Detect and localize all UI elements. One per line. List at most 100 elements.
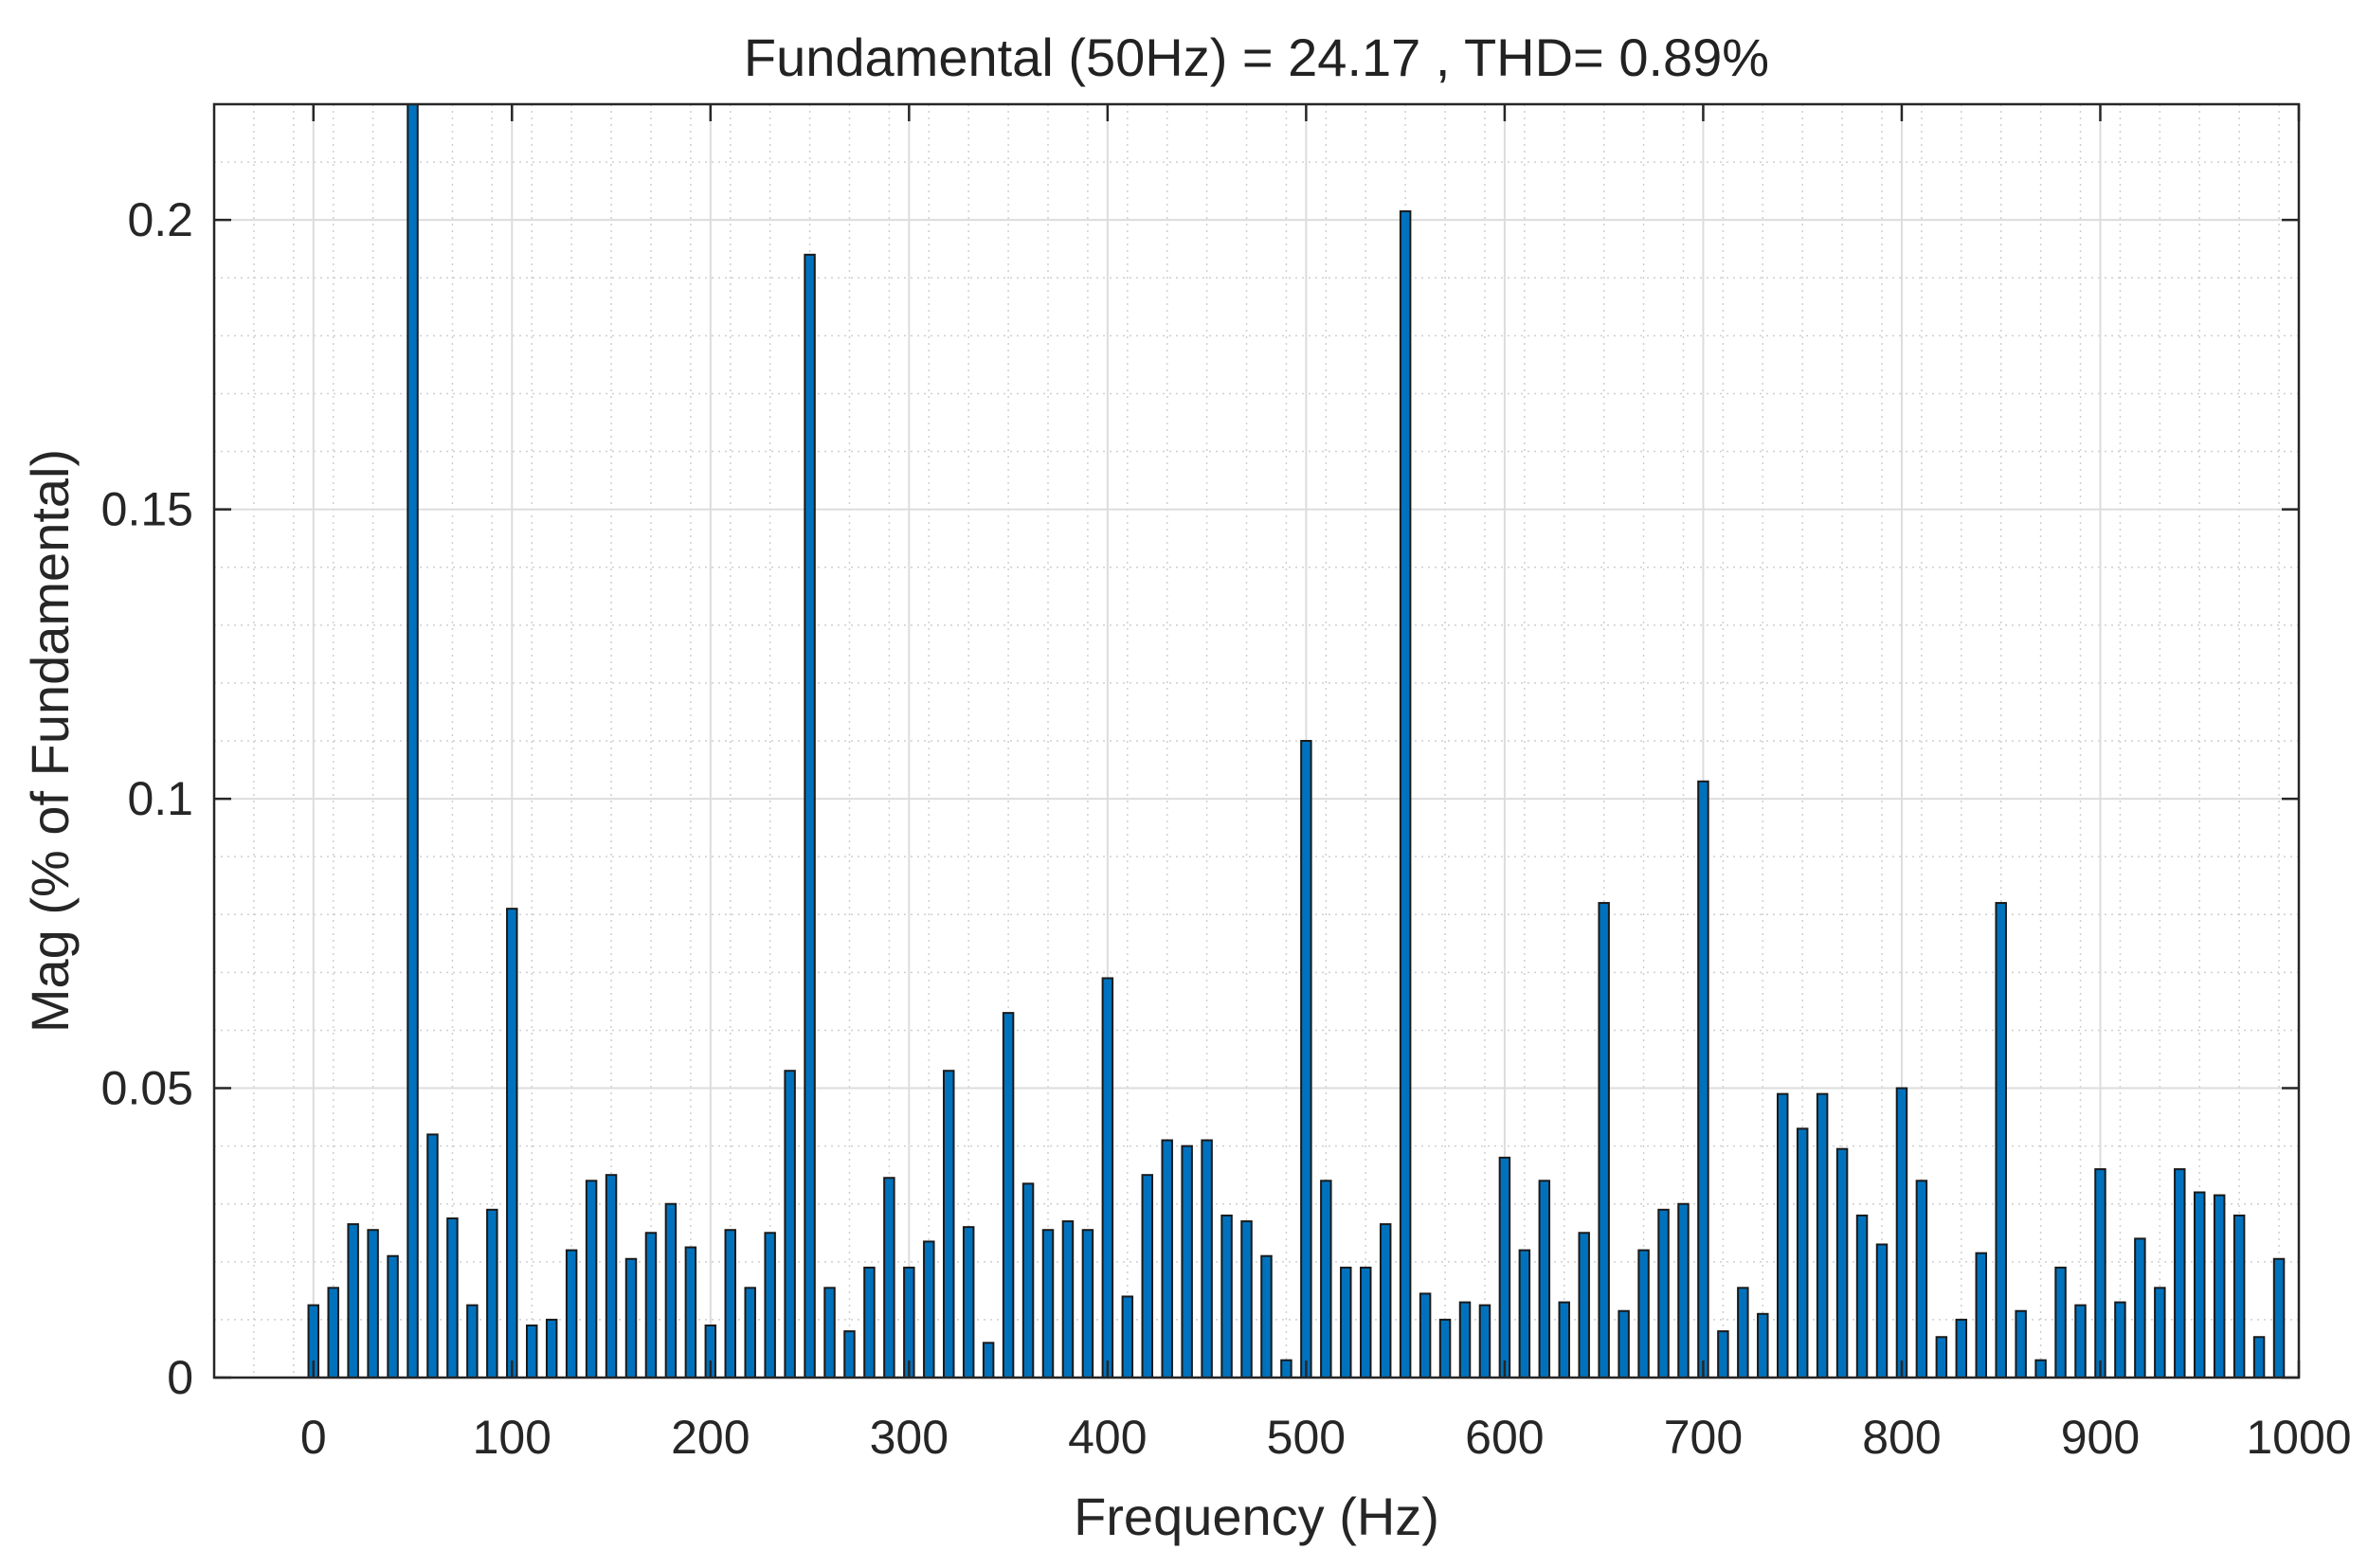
bar: [2134, 1237, 2146, 1379]
bar: [2034, 1359, 2047, 1379]
x-tick-label: 200: [671, 1411, 750, 1464]
bar: [1558, 1301, 1570, 1379]
bar: [545, 1318, 558, 1379]
y-tick-label: 0.1: [127, 772, 193, 825]
bar: [1835, 1147, 1849, 1379]
bar: [2154, 1287, 2166, 1379]
bar: [784, 1070, 796, 1379]
x-tick-label: 700: [1664, 1411, 1743, 1464]
bar: [664, 1202, 678, 1379]
bar: [1458, 1301, 1472, 1379]
bars: [307, 103, 2286, 1379]
bar: [2054, 1266, 2067, 1379]
x-tick-label: 100: [473, 1411, 551, 1464]
bar: [1399, 210, 1412, 1379]
bar: [2015, 1309, 2027, 1379]
bar: [1875, 1243, 1889, 1379]
bar: [1737, 1287, 1749, 1379]
bar: [804, 253, 816, 1379]
bar: [1081, 1229, 1094, 1379]
y-tick-label: 0.2: [127, 193, 193, 246]
bar: [1777, 1092, 1789, 1379]
bar: [1796, 1127, 1809, 1379]
bar: [565, 1249, 578, 1379]
bar: [2114, 1301, 2126, 1379]
x-tick-label: 1000: [2246, 1411, 2351, 1464]
chart-title: Fundamental (50Hz) = 24.17 , THD= 0.89%: [744, 27, 1769, 87]
bar: [347, 1223, 359, 1379]
bar: [1021, 1182, 1035, 1379]
bar: [446, 1217, 459, 1379]
bar: [1618, 1309, 1630, 1379]
bar: [923, 1240, 935, 1379]
bar: [506, 908, 518, 1379]
bar: [624, 1257, 638, 1379]
x-tick-label: 900: [2061, 1411, 2140, 1464]
bar: [1578, 1232, 1590, 1379]
bar: [1677, 1202, 1690, 1379]
bar: [1637, 1249, 1650, 1379]
bar: [943, 1070, 955, 1379]
y-axis-label: Mag (% of Fundamental): [20, 449, 80, 1033]
bar: [1161, 1139, 1173, 1379]
bar: [1697, 780, 1709, 1379]
bar: [982, 1342, 995, 1379]
bar: [605, 1174, 618, 1379]
bar: [327, 1287, 339, 1379]
axis-ticks: [214, 104, 2301, 1379]
bar: [1121, 1295, 1134, 1379]
bar: [1975, 1252, 1988, 1379]
bar: [1379, 1223, 1392, 1379]
bar: [2272, 1257, 2286, 1379]
bar: [1061, 1220, 1075, 1379]
x-tick-label: 600: [1465, 1411, 1544, 1464]
bar: [2174, 1168, 2186, 1379]
y-tick-labels: 0 0.05 0.1 0.15 0.2: [101, 193, 193, 1404]
bar: [1855, 1214, 1869, 1379]
bar: [843, 1330, 856, 1379]
bar: [1757, 1312, 1769, 1379]
bar: [1816, 1092, 1829, 1379]
y-tick-label: 0: [167, 1351, 193, 1404]
bar: [585, 1180, 598, 1379]
bar: [1538, 1180, 1551, 1379]
x-tick-labels: 0 100 200 300 400 500 600 700 800 900 1000: [300, 1411, 2352, 1464]
bar: [883, 1177, 895, 1379]
bar: [1717, 1330, 1729, 1379]
bar: [426, 1133, 439, 1379]
bar: [1220, 1214, 1233, 1379]
bar: [367, 1229, 379, 1379]
bar: [1995, 902, 2007, 1379]
bar: [1419, 1292, 1432, 1379]
x-tick-label: 400: [1068, 1411, 1147, 1464]
bar: [1041, 1229, 1055, 1379]
bar: [1598, 902, 1610, 1379]
bar: [1895, 1087, 1908, 1379]
bar: [1478, 1304, 1491, 1379]
bar: [644, 1232, 658, 1379]
bar: [1518, 1249, 1531, 1379]
bar: [823, 1287, 836, 1379]
x-tick-label: 500: [1267, 1411, 1346, 1464]
plot-frame: [212, 102, 2301, 1379]
bar: [764, 1232, 776, 1379]
bar: [2074, 1304, 2087, 1379]
bar: [1002, 1012, 1015, 1379]
bar: [2213, 1194, 2226, 1379]
bar: [1141, 1174, 1153, 1379]
bar: [1915, 1180, 1928, 1379]
x-tick-label: 800: [1862, 1411, 1941, 1464]
bar: [1498, 1156, 1511, 1379]
x-tick-label: 0: [300, 1411, 327, 1464]
bar: [1935, 1336, 1948, 1379]
bar: [863, 1266, 876, 1379]
bar: [1260, 1254, 1273, 1379]
bar: [684, 1246, 697, 1379]
bar: [407, 103, 419, 1379]
bar: [962, 1226, 975, 1379]
bar: [744, 1287, 756, 1379]
bar: [486, 1208, 498, 1379]
bar: [1240, 1220, 1253, 1379]
bar: [1280, 1359, 1292, 1379]
bar: [387, 1254, 399, 1379]
